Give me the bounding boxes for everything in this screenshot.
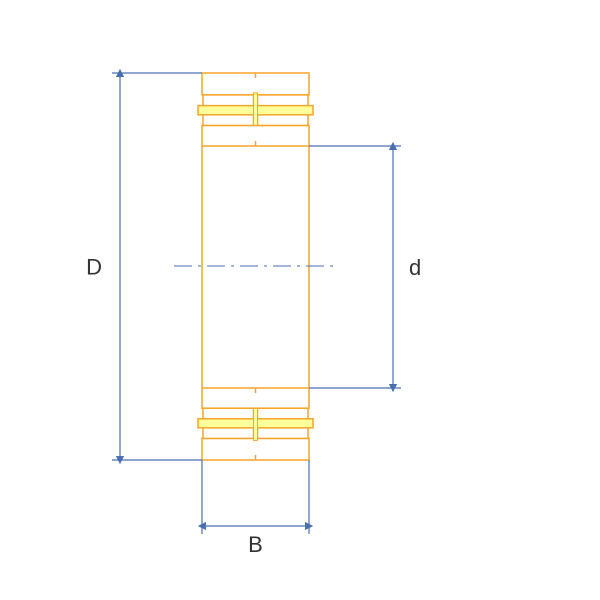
label-D: D [86, 255, 102, 280]
label-d: d [409, 255, 421, 280]
cage-pin [254, 406, 258, 440]
cage-pin [254, 93, 258, 128]
label-B: B [248, 532, 263, 557]
bearing-cross-section-diagram: Dd B [0, 0, 600, 600]
